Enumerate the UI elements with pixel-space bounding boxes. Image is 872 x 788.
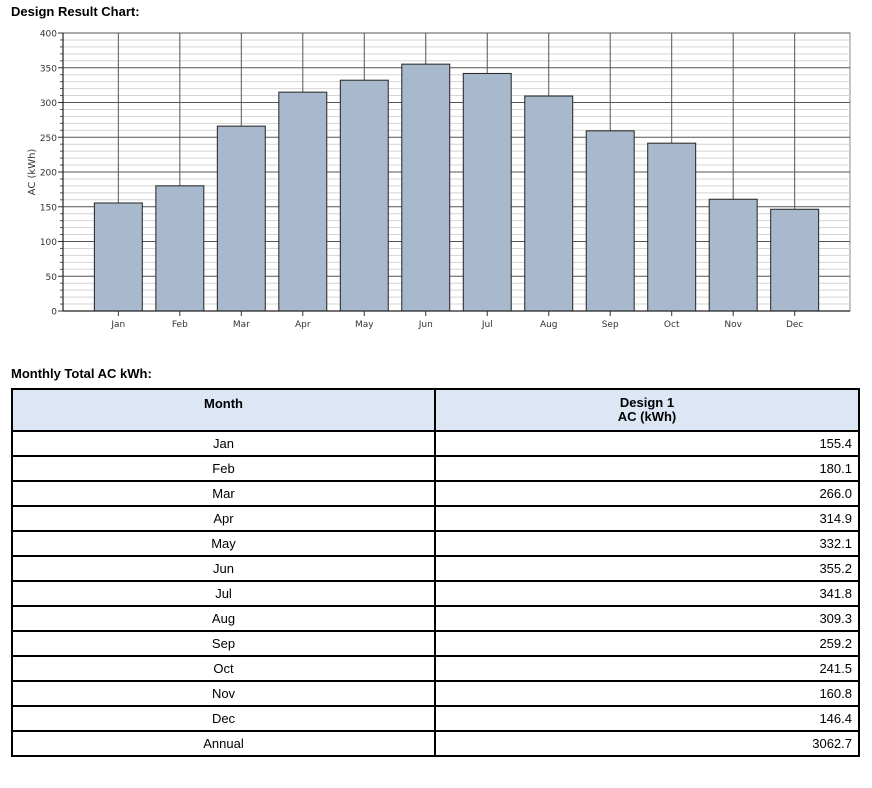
monthly-total-table: Month Design 1 AC (kWh) Jan 155.4 Feb 180.1… [11, 388, 860, 757]
chart-section-title: Design Result Chart: [11, 4, 140, 19]
ac-kwh-cell: 341.8 [434, 580, 860, 607]
table-row: Jun 355.2 [11, 555, 860, 582]
ac-kwh-cell: 180.1 [434, 455, 860, 482]
y-tick-label: 350 [40, 64, 57, 74]
y-axis-label: AC (kWh) [27, 149, 38, 196]
x-tick-label: Oct [664, 320, 680, 330]
table-header-row: Month Design 1 AC (kWh) [11, 388, 860, 432]
month-cell: May [11, 530, 436, 557]
ac-kwh-cell: 241.5 [434, 655, 860, 682]
table-row: Nov 160.8 [11, 680, 860, 707]
month-cell: Oct [11, 655, 436, 682]
ac-kwh-cell: 3062.7 [434, 730, 860, 757]
design-column-header: Design 1 AC (kWh) [434, 388, 860, 432]
month-cell: Sep [11, 630, 436, 657]
ac-kwh-cell: 314.9 [434, 505, 860, 532]
bar-feb [155, 185, 205, 312]
bar-jan [93, 202, 143, 312]
month-cell: Apr [11, 505, 436, 532]
table-row: Mar 266.0 [11, 480, 860, 507]
bar-apr [278, 91, 328, 312]
x-tick-label: Dec [786, 320, 803, 330]
ac-kwh-cell: 309.3 [434, 605, 860, 632]
x-tick-label: Sep [602, 320, 619, 330]
ac-kwh-cell: 355.2 [434, 555, 860, 582]
ac-kwh-cell: 160.8 [434, 680, 860, 707]
bar-sep [585, 130, 635, 312]
y-tick-label: 200 [40, 169, 57, 179]
bar-jun [401, 63, 451, 312]
x-tick-label: May [355, 320, 374, 330]
y-tick-label: 50 [46, 273, 58, 283]
x-tick-label: Apr [295, 320, 311, 330]
x-tick-label: Nov [724, 320, 742, 330]
ac-kwh-cell: 332.1 [434, 530, 860, 557]
y-tick-label: 0 [51, 308, 57, 318]
bar-nov [708, 198, 758, 312]
table-row: Dec 146.4 [11, 705, 860, 732]
month-cell: Dec [11, 705, 436, 732]
y-tick-label: 100 [40, 238, 57, 248]
table-row: Aug 309.3 [11, 605, 860, 632]
bar-mar [216, 125, 266, 312]
table-row: Apr 314.9 [11, 505, 860, 532]
table-row: Sep 259.2 [11, 630, 860, 657]
y-tick-label: 400 [40, 30, 57, 40]
x-tick-label: Jul [481, 320, 493, 330]
bar-aug [524, 95, 574, 312]
bar-may [339, 79, 389, 312]
table-row: Annual 3062.7 [11, 730, 860, 757]
table-row: Oct 241.5 [11, 655, 860, 682]
ac-kwh-cell: 146.4 [434, 705, 860, 732]
bar-jul [462, 72, 512, 312]
table-row: Jul 341.8 [11, 580, 860, 607]
month-cell: Jul [11, 580, 436, 607]
bar-dec [770, 208, 820, 312]
month-cell: Annual [11, 730, 436, 757]
month-cell: Feb [11, 455, 436, 482]
x-tick-label: Aug [540, 320, 558, 330]
x-tick-label: Jan [110, 320, 125, 330]
month-cell: Mar [11, 480, 436, 507]
axes: 0 50 100 150 200 250 300 350 400 Jan Feb Mar Apr May J… [40, 30, 850, 330]
month-cell: Jan [11, 430, 436, 457]
ac-kwh-bar-chart: AC (kWh) 0 50 100 150 200 250 300 350 400 Jan Feb M… [27, 30, 851, 330]
month-cell: Jun [11, 555, 436, 582]
month-cell: Aug [11, 605, 436, 632]
y-tick-label: 300 [40, 99, 57, 109]
y-tick-label: 250 [40, 134, 57, 144]
ac-kwh-cell: 259.2 [434, 630, 860, 657]
table-row: May 332.1 [11, 530, 860, 557]
bar-oct [647, 142, 697, 312]
ac-kwh-cell: 155.4 [434, 430, 860, 457]
ac-kwh-cell: 266.0 [434, 480, 860, 507]
table-row: Feb 180.1 [11, 455, 860, 482]
table-section-title: Monthly Total AC kWh: [11, 366, 152, 381]
design-header-line2: AC (kWh) [617, 409, 677, 424]
x-tick-label: Mar [233, 320, 250, 330]
x-tick-label: Feb [172, 320, 188, 330]
month-cell: Nov [11, 680, 436, 707]
y-tick-label: 150 [40, 203, 57, 213]
design-header-line1: Design 1 [619, 395, 675, 410]
x-tick-label: Jun [418, 320, 433, 330]
table-row: Jan 155.4 [11, 430, 860, 457]
month-column-header: Month [11, 388, 436, 432]
